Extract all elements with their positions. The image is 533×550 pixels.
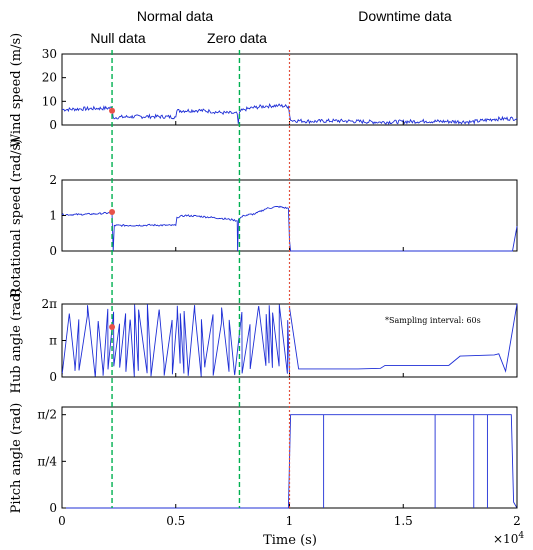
- time-x-ticks: 0 0.5 1 1.5 2: [58, 121, 521, 528]
- y-tick-label: π/4: [37, 454, 57, 468]
- ylabel-rotational-speed: Rotational speed (rad/s): [9, 139, 24, 298]
- x-exponent-base: ×10: [493, 532, 518, 546]
- y-tick-label: 20: [42, 71, 57, 85]
- rotational-speed-series: [61, 205, 518, 252]
- hub-angle-series: [61, 303, 518, 377]
- wind-speed-series: [62, 102, 518, 125]
- sampling-annotation: *Sampling interval: 60s: [385, 316, 481, 325]
- y-tick-label: 0: [49, 370, 57, 384]
- wind-speed-y-ticks: 0 10 20 30: [42, 47, 66, 132]
- pitch-angle-y-ticks: 0 π/4 π/2: [37, 408, 66, 515]
- pitch-angle-panel: 0 π/4 π/2 0 0.5 1 1.5 2: [37, 121, 521, 528]
- series-line: [62, 414, 518, 509]
- series-line: [61, 304, 290, 377]
- label-zero-data: Zero data: [207, 30, 267, 46]
- y-tick-label: 10: [42, 94, 57, 108]
- y-tick-label: 0: [49, 501, 57, 515]
- x-tick-label: 1.5: [394, 514, 413, 528]
- y-tick-label: 0: [49, 118, 57, 132]
- x-exponent-power: 4: [518, 531, 524, 541]
- header-normal-data: Normal data: [137, 8, 213, 24]
- outlier-marker: [109, 107, 116, 114]
- y-tick-label: 1: [49, 209, 57, 223]
- x-tick-label: 0: [58, 514, 66, 528]
- xlabel-time: Time (s): [263, 533, 317, 548]
- hub-angle-panel: 0 π 2π *Sampling interval: 60s: [41, 297, 518, 384]
- boundary-lines: [111, 50, 291, 508]
- ylabel-hub-angle: Hub angle (rad): [9, 288, 24, 393]
- outlier-marker: [109, 208, 116, 215]
- y-tick-label: π/2: [37, 408, 57, 422]
- ylabel-wind-speed: Wind speed (m/s): [9, 33, 24, 147]
- x-exponent: ×104: [493, 531, 524, 546]
- y-tick-label: 0: [49, 244, 57, 258]
- ylabel-pitch-angle: Pitch angle (rad): [9, 403, 24, 514]
- y-tick-label: 30: [42, 47, 57, 61]
- x-tick-label: 0.5: [166, 514, 185, 528]
- hub-angle-y-ticks: 0 π 2π: [41, 297, 66, 384]
- wind-speed-panel: 0 10 20 30: [42, 47, 518, 132]
- pitch-angle-series: [62, 414, 518, 509]
- outlier-marker: [109, 324, 116, 331]
- rotational-speed-y-ticks: 0 1 2: [49, 173, 66, 258]
- x-tick-label: 2: [513, 514, 521, 528]
- series-line: [61, 205, 518, 252]
- y-tick-label: 2: [49, 173, 57, 187]
- y-tick-label: 2π: [41, 297, 57, 311]
- series-line: [289, 303, 518, 373]
- rotational-speed-panel: 0 1 2: [49, 173, 518, 258]
- y-tick-label: π: [49, 334, 57, 348]
- x-tick-label: 1: [286, 514, 294, 528]
- header-downtime-data: Downtime data: [358, 8, 452, 24]
- series-line: [62, 102, 518, 125]
- label-null-data: Null data: [90, 30, 145, 46]
- outlier-markers: [109, 107, 116, 331]
